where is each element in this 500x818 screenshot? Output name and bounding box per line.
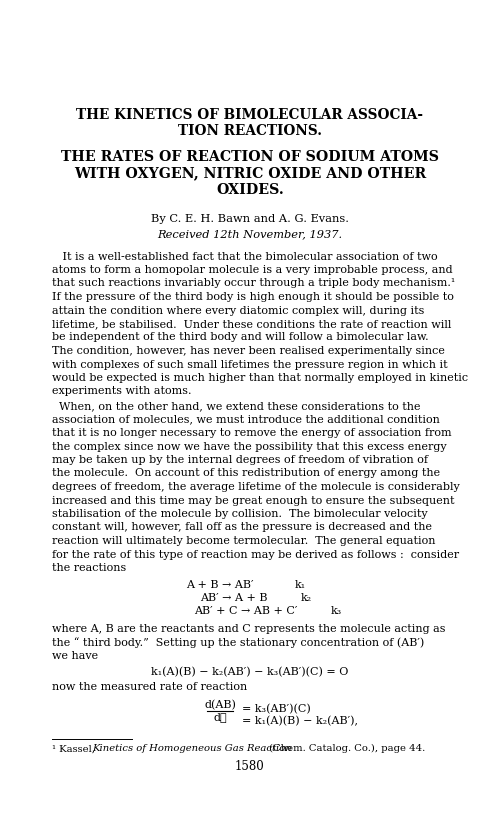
- Text: the reactions: the reactions: [52, 563, 126, 573]
- Text: that such reactions invariably occur through a triple body mechanism.¹: that such reactions invariably occur thr…: [52, 278, 455, 289]
- Text: now the measured rate of reaction: now the measured rate of reaction: [52, 682, 247, 692]
- Text: THE KINETICS OF BIMOLECULAR ASSOCIA-: THE KINETICS OF BIMOLECULAR ASSOCIA-: [76, 108, 424, 122]
- Text: = k₁(A)(B) − k₂(AB′),: = k₁(A)(B) − k₂(AB′),: [242, 716, 358, 726]
- Text: The condition, however, has never been realised experimentally since: The condition, however, has never been r…: [52, 346, 445, 356]
- Text: AB′ + C → AB + C′: AB′ + C → AB + C′: [194, 606, 298, 617]
- Text: where A, B are the reactants and C represents the molecule acting as: where A, B are the reactants and C repre…: [52, 624, 446, 634]
- Text: By C. E. H. Bawn and A. G. Evans.: By C. E. H. Bawn and A. G. Evans.: [151, 213, 349, 223]
- Text: ¹ Kassel,: ¹ Kassel,: [52, 744, 98, 753]
- Text: = k₃(AB′)(C): = k₃(AB′)(C): [242, 703, 311, 714]
- Text: stabilisation of the molecule by collision.  The bimolecular velocity: stabilisation of the molecule by collisi…: [52, 509, 428, 519]
- Text: the complex since now we have the possibility that this excess energy: the complex since now we have the possib…: [52, 442, 446, 452]
- Text: with complexes of such small lifetimes the pressure region in which it: with complexes of such small lifetimes t…: [52, 359, 448, 370]
- Text: k₃: k₃: [331, 606, 342, 617]
- Text: increased and this time may be great enough to ensure the subsequent: increased and this time may be great eno…: [52, 496, 454, 506]
- Text: dℓ: dℓ: [213, 712, 227, 721]
- Text: for the rate of this type of reaction may be derived as follows :  consider: for the rate of this type of reaction ma…: [52, 550, 459, 560]
- Text: When, on the other hand, we extend these considerations to the: When, on the other hand, we extend these…: [52, 401, 420, 411]
- Text: 1580: 1580: [235, 760, 265, 773]
- Text: It is a well-established fact that the bimolecular association of two: It is a well-established fact that the b…: [52, 251, 438, 262]
- Text: k₂: k₂: [301, 593, 312, 603]
- Text: TION REACTIONS.: TION REACTIONS.: [178, 124, 322, 138]
- Text: k₁: k₁: [295, 579, 306, 590]
- Text: d(AB): d(AB): [204, 699, 236, 710]
- Text: constant will, however, fall off as the pressure is decreased and the: constant will, however, fall off as the …: [52, 523, 432, 533]
- Text: THE RATES OF REACTION OF SODIUM ATOMS: THE RATES OF REACTION OF SODIUM ATOMS: [61, 150, 439, 164]
- Text: Kinetics of Homogeneous Gas Reaction: Kinetics of Homogeneous Gas Reaction: [92, 744, 292, 753]
- Text: the molecule.  On account of this redistribution of energy among the: the molecule. On account of this redistr…: [52, 469, 440, 479]
- Text: we have: we have: [52, 651, 98, 661]
- Text: experiments with atoms.: experiments with atoms.: [52, 386, 192, 397]
- Text: AB′ → A + B: AB′ → A + B: [200, 593, 268, 603]
- Text: k₁(A)(B) − k₂(AB′) − k₃(AB′)(C) = O: k₁(A)(B) − k₂(AB′) − k₃(AB′)(C) = O: [152, 667, 348, 676]
- Text: association of molecules, we must introduce the additional condition: association of molecules, we must introd…: [52, 415, 440, 425]
- Text: (Chem. Catalog. Co.), page 44.: (Chem. Catalog. Co.), page 44.: [266, 744, 425, 753]
- Text: would be expected is much higher than that normally employed in kinetic: would be expected is much higher than th…: [52, 373, 468, 383]
- Text: be independent of the third body and will follow a bimolecular law.: be independent of the third body and wil…: [52, 332, 428, 343]
- Text: may be taken up by the internal degrees of freedom of vibration of: may be taken up by the internal degrees …: [52, 455, 428, 465]
- Text: lifetime, be stabilised.  Under these conditions the rate of reaction will: lifetime, be stabilised. Under these con…: [52, 319, 452, 329]
- Text: atoms to form a homopolar molecule is a very improbable process, and: atoms to form a homopolar molecule is a …: [52, 265, 452, 275]
- Text: that it is no longer necessary to remove the energy of association from: that it is no longer necessary to remove…: [52, 428, 452, 438]
- Text: degrees of freedom, the average lifetime of the molecule is considerably: degrees of freedom, the average lifetime…: [52, 482, 460, 492]
- Text: WITH OXYGEN, NITRIC OXIDE AND OTHER: WITH OXYGEN, NITRIC OXIDE AND OTHER: [74, 167, 426, 181]
- Text: attain the condition where every diatomic complex will, during its: attain the condition where every diatomi…: [52, 305, 424, 316]
- Text: OXIDES.: OXIDES.: [216, 183, 284, 197]
- Text: If the pressure of the third body is high enough it should be possible to: If the pressure of the third body is hig…: [52, 292, 454, 302]
- Text: reaction will ultimately become termolecular.  The general equation: reaction will ultimately become termolec…: [52, 536, 436, 546]
- Text: the “ third body.”  Setting up the stationary concentration of (AB′): the “ third body.” Setting up the statio…: [52, 637, 424, 649]
- Text: Received 12th November, 1937.: Received 12th November, 1937.: [158, 230, 342, 240]
- Text: A + B → AB′: A + B → AB′: [186, 579, 254, 590]
